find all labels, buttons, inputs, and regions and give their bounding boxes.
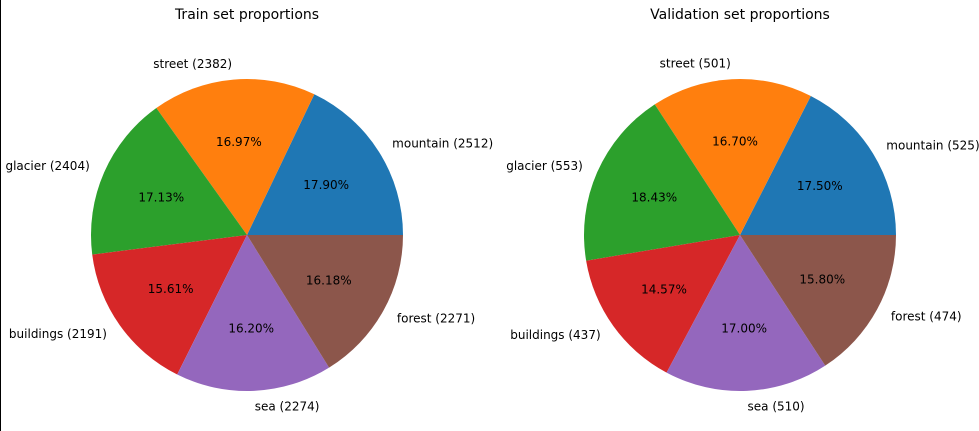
figure-left-border xyxy=(0,0,1,431)
pie-slice-glacier xyxy=(90,108,247,255)
slice-category-label: sea (510) xyxy=(748,399,805,413)
slice-category-label: glacier (553) xyxy=(506,159,583,173)
slice-percentage-label: 16.20% xyxy=(228,322,274,336)
pie-slice-mountain xyxy=(740,96,896,235)
pie-slice-sea xyxy=(666,235,826,392)
slice-category-label: buildings (437) xyxy=(510,328,600,342)
pie-slice-street xyxy=(654,79,811,235)
slice-percentage-label: 16.18% xyxy=(306,274,352,288)
chart-title: Validation set proportions xyxy=(650,7,830,23)
pie-slice-buildings xyxy=(586,235,740,373)
pie-slice-buildings xyxy=(92,235,247,375)
slice-percentage-label: 17.50% xyxy=(797,179,843,193)
slice-category-label: glacier (2404) xyxy=(5,159,89,173)
slice-category-label: buildings (2191) xyxy=(9,327,107,341)
slice-percentage-label: 16.70% xyxy=(712,135,758,149)
slice-percentage-label: 17.00% xyxy=(721,322,767,336)
pie-slice-glacier xyxy=(584,104,740,261)
slice-category-label: street (501) xyxy=(660,57,731,71)
slice-category-label: forest (2271) xyxy=(397,312,475,326)
chart-title: Train set proportions xyxy=(174,7,319,23)
slice-percentage-label: 17.90% xyxy=(303,178,349,192)
slice-category-label: street (2382) xyxy=(153,57,232,71)
pie-slice-street xyxy=(156,78,315,235)
slice-percentage-label: 15.80% xyxy=(799,273,845,287)
validation-pie-chart: Validation set proportions 17.50% mountai… xyxy=(506,7,979,413)
pie-slice-forest xyxy=(247,235,403,368)
train-pie-chart: Train set proportions 17.90% mountain (25… xyxy=(5,7,493,413)
slice-percentage-label: 18.43% xyxy=(631,190,677,204)
slice-percentage-label: 16.97% xyxy=(216,135,262,149)
slice-percentage-label: 17.13% xyxy=(138,190,184,204)
slice-category-label: mountain (2512) xyxy=(392,137,493,151)
pie-slice-mountain xyxy=(247,94,403,236)
slice-category-label: forest (474) xyxy=(891,310,962,324)
pie-slice-forest xyxy=(740,235,896,366)
slice-category-label: mountain (525) xyxy=(886,138,979,152)
slice-category-label: sea (2274) xyxy=(255,399,320,413)
pie-slice-sea xyxy=(177,235,330,391)
slice-percentage-label: 14.57% xyxy=(641,283,687,297)
slice-percentage-label: 15.61% xyxy=(148,282,194,296)
